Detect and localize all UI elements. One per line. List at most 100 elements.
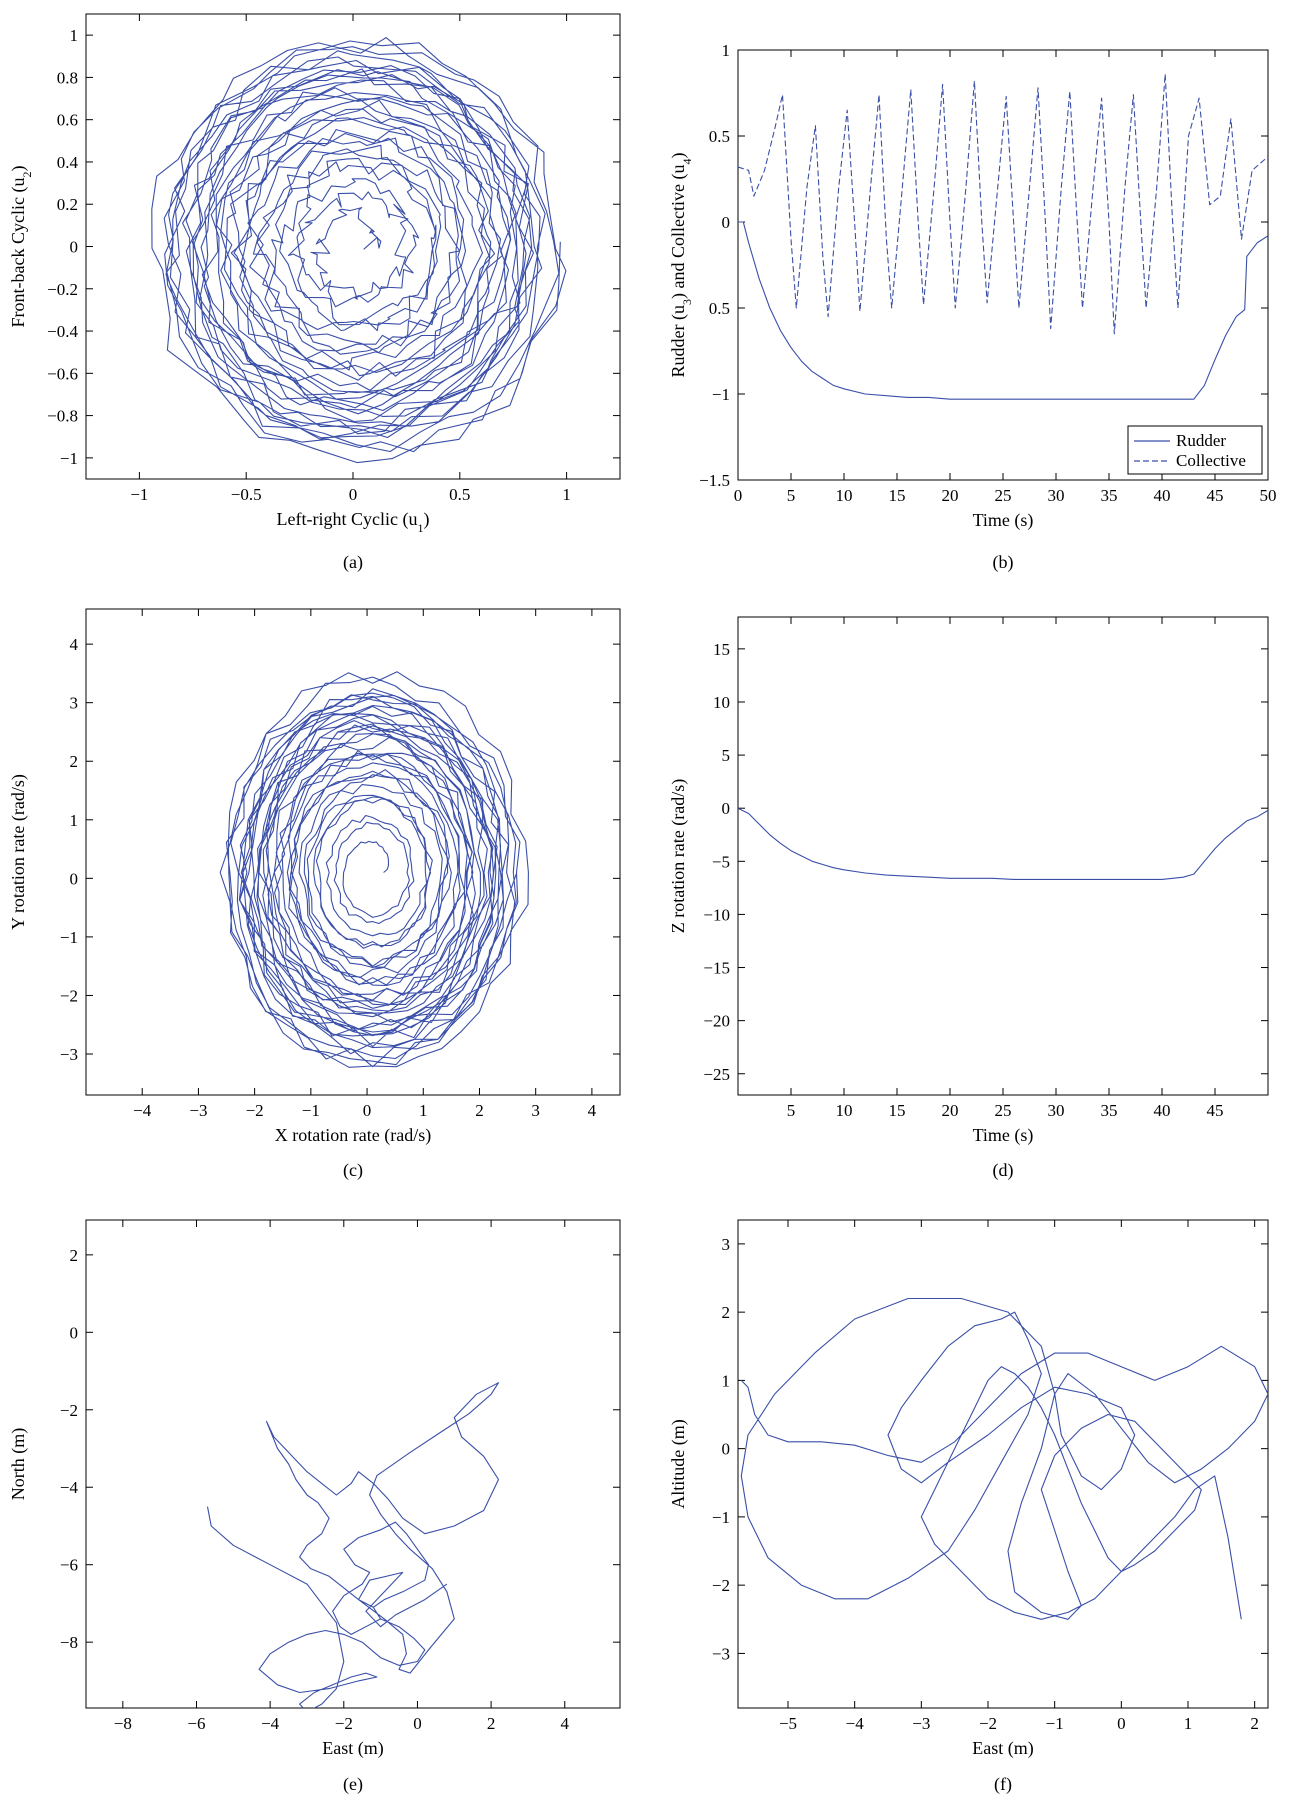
y-axis-label: North (m) [8,1428,29,1500]
y-tick-label: −0.8 [47,407,78,426]
x-tick-label: 30 [1048,1101,1065,1120]
x-tick-label: −1 [302,1101,320,1120]
y-tick-label: −1.5 [699,471,730,490]
y-tick-label: 2 [70,752,79,771]
y-tick-label: −1 [60,928,78,947]
x-tick-label: 0.5 [449,485,470,504]
y-tick-label: −1 [60,449,78,468]
x-axis-label: Time (s) [973,1125,1034,1146]
x-tick-label: 10 [836,486,853,505]
plot-data [219,671,529,1068]
x-tick-label: 45 [1207,486,1224,505]
x-tick-label: −3 [912,1714,930,1733]
x-tick-label: 5 [787,1101,796,1120]
x-tick-label: 0 [363,1101,372,1120]
plot-data [738,807,1268,880]
plot-data [151,37,567,464]
y-tick-label: −2 [60,1401,78,1420]
series-line-collective [738,73,1268,335]
y-tick-label: 2 [722,1303,731,1322]
panel-a: −1 −0.5 0 0.5 1 −1 −0.8 −0.6 −0.4 −0.2 0 0.2 0.4 0.6 0… [8,13,621,573]
x-tick-label: 0 [349,485,358,504]
y-tick-label: 15 [713,640,730,659]
y-tick-label: −25 [703,1065,730,1084]
plot-frame [85,608,621,1096]
y-tick-label: 2 [70,1246,79,1265]
x-tick-label: 10 [836,1101,853,1120]
y-tick-label: 3 [70,694,79,713]
x-tick-label: 1 [562,485,571,504]
y-tick-label: 1 [70,811,79,830]
y-tick-label: 0.5 [709,299,730,318]
x-tick-label: 45 [1207,1101,1224,1120]
y-tick-label: 0.6 [57,111,78,130]
y-axis-label: Altitude (m) [668,1419,689,1508]
trajectory-line [219,671,529,1068]
panel-caption: (b) [993,552,1014,573]
y-tick-label: 1 [722,1371,731,1390]
x-tick-label: 15 [889,1101,906,1120]
x-tick-label: −6 [187,1714,205,1733]
plot-frame [737,616,1269,1096]
plot-data [206,1382,500,1708]
x-tick-label: 35 [1101,1101,1118,1120]
plot-data [740,1297,1268,1620]
x-tick-label: 25 [995,1101,1012,1120]
y-axis-label: Rudder (u3) and Collective (u4) [668,153,694,378]
x-tick-label: 40 [1154,1101,1171,1120]
x-tick-label: −1 [130,485,148,504]
y-tick-label: 0 [70,869,79,888]
x-axis-label: X rotation rate (rad/s) [275,1125,431,1146]
legend-box [1127,425,1263,475]
y-tick-label: −2 [712,1576,730,1595]
x-axis-label: East (m) [322,1738,383,1759]
panel-f: −5 −4 −3 −2 −1 0 1 2 −3 −2 −1 0 1 2 3 East (m) Altitude … [668,1219,1269,1795]
x-tick-label: −4 [133,1101,152,1120]
y-tick-label: 1 [70,26,79,45]
y-tick-label: −5 [712,852,730,871]
x-tick-label: −4 [261,1714,280,1733]
x-tick-label: 15 [889,486,906,505]
x-tick-label: 50 [1260,486,1277,505]
series-line-data [740,1297,1268,1620]
x-tick-label: −2 [246,1101,264,1120]
panel-caption: (a) [343,552,363,573]
x-tick-label: 40 [1154,486,1171,505]
y-tick-label: 10 [713,693,730,712]
y-tick-label: −15 [703,959,730,978]
x-tick-label: 0 [734,486,743,505]
panel-e: −8 −6 −4 −2 0 2 4 −8 −6 −4 −2 0 2 East (m) North (m) (e… [8,1219,621,1795]
panel-caption: (f) [994,1774,1012,1795]
y-tick-label: −2 [60,986,78,1005]
y-tick-label: 0.4 [57,153,79,172]
y-axis-label: Z rotation rate (rad/s) [668,779,689,933]
x-tick-label: 1 [419,1101,428,1120]
x-tick-label: 20 [942,1101,959,1120]
x-tick-label: 30 [1048,486,1065,505]
y-tick-label: −3 [712,1644,730,1663]
x-tick-label: 20 [942,486,959,505]
y-tick-label: 0.5 [709,127,730,146]
y-tick-label: 0.2 [57,195,78,214]
x-axis-label: Left-right Cyclic (u1) [277,509,430,535]
series-line-rudder [738,221,1268,400]
x-tick-label: 1 [1184,1714,1193,1733]
x-tick-label: 25 [995,486,1012,505]
panel-c: −4 −3 −2 −1 0 1 2 3 4 −3 −2 −1 0 1 2 3 4 X rotation rate … [8,608,621,1181]
x-tick-label: −1 [1046,1714,1064,1733]
y-tick-label: −1 [712,385,730,404]
x-tick-label: 2 [1250,1714,1259,1733]
x-tick-label: −3 [189,1101,207,1120]
x-tick-label: 0 [1117,1714,1126,1733]
y-tick-label: 0 [722,1440,731,1459]
x-axis-label: East (m) [972,1738,1033,1759]
y-tick-label: −8 [60,1633,78,1652]
y-tick-label: 5 [722,746,731,765]
y-tick-label: 4 [70,635,79,654]
legend-entry: Rudder [1176,431,1226,450]
x-tick-label: −2 [335,1714,353,1733]
y-tick-label: −1 [712,1508,730,1527]
y-tick-label: 1 [722,41,731,60]
